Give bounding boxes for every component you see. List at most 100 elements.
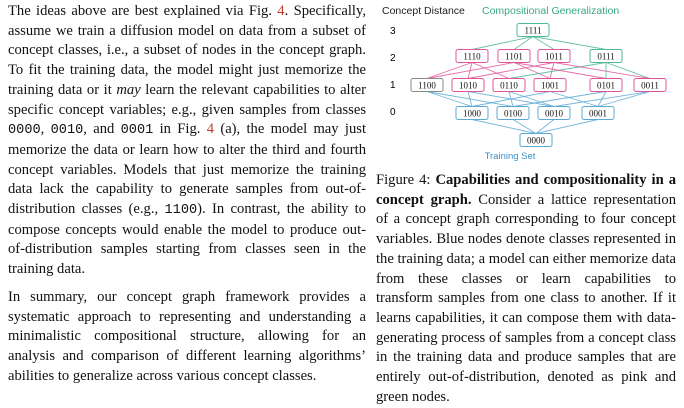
node-1000: 1000: [455, 106, 489, 120]
node-box: [533, 78, 567, 92]
edge-1000-1100: [426, 91, 473, 107]
paragraph-2: In summary, our concept graph framework …: [8, 288, 366, 384]
concept-distance-header: Concept Distance: [382, 5, 465, 17]
node-box: [537, 49, 571, 63]
edge-1110-1111: [471, 36, 534, 50]
figure-column: Concept Distance Compositional Generaliz…: [376, 0, 678, 408]
node-1011: 1011: [537, 49, 571, 63]
node-label: 1001: [541, 81, 559, 91]
text-run: , and: [83, 121, 121, 138]
node-0010: 0010: [537, 106, 571, 120]
node-label: 0100: [504, 109, 523, 119]
class-code: 1100: [164, 203, 198, 219]
level-label-0: 0: [390, 107, 396, 118]
figure-caption: Figure 4: Capabilities and compositional…: [376, 171, 676, 407]
class-code: 0010: [50, 123, 84, 139]
level-label-1: 1: [390, 80, 396, 91]
node-1110: 1110: [455, 49, 489, 63]
node-box: [497, 49, 531, 63]
class-code: 0000: [8, 123, 41, 139]
edge-0001-0011: [597, 91, 651, 107]
level-label-3: 3: [390, 26, 396, 37]
node-label: 1000: [463, 109, 482, 119]
text-run: in Fig.: [153, 121, 207, 138]
edge-0001-1001: [549, 91, 599, 107]
node-1100: 1100: [410, 78, 444, 92]
node-box: [581, 106, 615, 120]
training-set-label: Training Set: [485, 151, 536, 162]
node-label: 0001: [589, 109, 607, 119]
node-label: 0101: [597, 81, 615, 91]
edge-0001-0101: [597, 91, 607, 107]
node-box: [496, 106, 530, 120]
node-label: 0000: [527, 136, 546, 146]
node-box: [410, 78, 444, 92]
node-label: 0110: [500, 81, 518, 91]
node-box: [492, 78, 526, 92]
edge-1100-1101: [426, 62, 515, 79]
node-label: 1110: [463, 52, 481, 62]
compositional-generalization-header: Compositional Generalization: [482, 5, 619, 17]
figure-reference-link[interactable]: 4: [277, 3, 285, 19]
level-label-2: 2: [390, 53, 396, 64]
node-1111: 1111: [516, 23, 550, 37]
caption-body: Consider a lattice representation of a c…: [376, 191, 676, 405]
concept-graph-figure: Concept Distance Compositional Generaliz…: [382, 5, 667, 162]
edge-0000-0100: [512, 119, 537, 134]
emphasis-text: may: [116, 81, 141, 98]
node-1101: 1101: [497, 49, 531, 63]
class-code: 0001: [120, 123, 154, 139]
graph-edges: [426, 36, 651, 134]
node-box: [455, 106, 489, 120]
edge-0000-0010: [535, 119, 555, 134]
node-label: 1010: [459, 81, 478, 91]
edge-1101-1111: [513, 36, 534, 50]
node-box: [455, 49, 489, 63]
node-label: 1100: [418, 81, 436, 91]
node-1001: 1001: [533, 78, 567, 92]
figure-reference-link[interactable]: 4: [206, 121, 215, 138]
edge-0110-1110: [471, 62, 510, 79]
node-box: [589, 49, 623, 63]
graph-nodes: 1000 1001 1010 1011 1100 1101 1110 1111 0111 0110…: [410, 23, 667, 147]
edge-1001-1011: [549, 62, 555, 79]
node-label: 1111: [525, 26, 542, 36]
edge-0100-0101: [512, 91, 607, 107]
text-run: ,: [40, 121, 51, 138]
caption-figure-label: Figure 4:: [376, 172, 436, 188]
node-label: 1101: [505, 52, 523, 62]
node-label: 0111: [597, 52, 614, 62]
node-label: 1011: [545, 52, 563, 62]
edge-0010-0110: [508, 91, 555, 107]
edge-0011-0111: [605, 62, 651, 79]
edge-0010-1010: [467, 91, 555, 107]
caption-title: Capabilities and compositionality in a c…: [376, 172, 676, 208]
text-run: . Specifically, assume we train a diffus…: [8, 3, 366, 98]
edge-0101-1101: [513, 62, 607, 79]
text-run: learn the relevant capabilities to alter…: [8, 81, 366, 118]
edge-0011-1011: [553, 62, 651, 79]
body-text-column: The ideas above are best explained via F…: [8, 2, 366, 386]
node-box: [589, 78, 623, 92]
text-run: The ideas above are best explained via F…: [8, 3, 278, 19]
edge-0000-0001: [535, 119, 599, 134]
text-run: (a), the model may just memorize the dat…: [8, 121, 366, 218]
text-run: ). In contrast, the ability to compose c…: [8, 201, 366, 278]
edge-1011-1111: [532, 36, 555, 50]
node-label: 0011: [641, 81, 659, 91]
node-box: [451, 78, 485, 92]
edge-1010-1011: [467, 62, 555, 79]
node-0110: 0110: [492, 78, 526, 92]
edge-0000-1000: [471, 119, 537, 134]
edge-0111-1111: [532, 36, 607, 50]
node-1010: 1010: [451, 78, 485, 92]
edge-0100-1100: [426, 91, 514, 107]
edge-1100-1110: [426, 62, 473, 79]
node-0111: 0111: [589, 49, 623, 63]
node-box: [537, 106, 571, 120]
node-0100: 0100: [496, 106, 530, 120]
paragraph-1: The ideas above are best explained via F…: [8, 2, 366, 280]
node-0101: 0101: [589, 78, 623, 92]
node-0001: 0001: [581, 106, 615, 120]
node-box: [519, 133, 553, 147]
